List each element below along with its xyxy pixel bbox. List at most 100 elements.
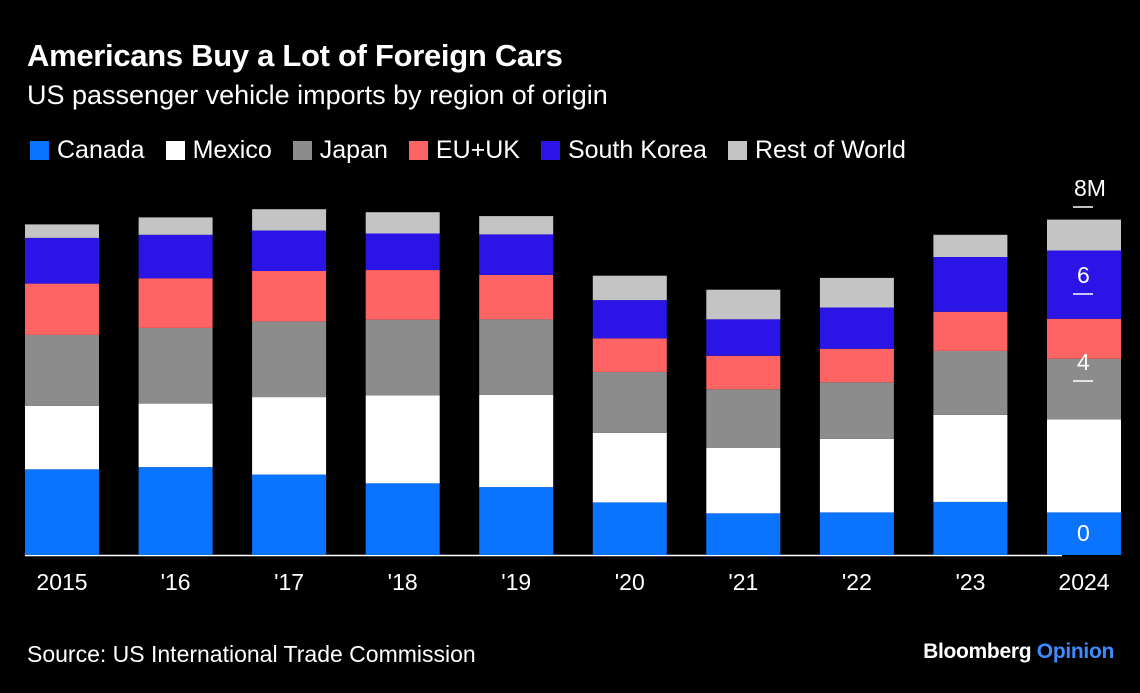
legend-item: Rest of World — [727, 136, 906, 165]
legend-label: Rest of World — [754, 136, 906, 164]
x-tick-label: '18 — [388, 569, 418, 595]
x-tick-label: '21 — [728, 569, 758, 595]
bar-segment — [138, 467, 213, 555]
legend-label: South Korea — [567, 136, 707, 164]
x-tick-label: '23 — [955, 569, 985, 595]
bar-segment — [479, 319, 554, 395]
bar-segment — [933, 311, 1008, 351]
bar-segment — [252, 474, 327, 555]
x-tick-label: '17 — [274, 569, 304, 595]
bar-segment — [706, 389, 781, 448]
x-tick-label: '20 — [615, 569, 645, 595]
bar-segment — [1047, 358, 1121, 420]
legend-swatch — [540, 141, 560, 160]
bar-segment — [1047, 419, 1121, 513]
bar-segment — [592, 502, 667, 555]
bar-segment — [25, 405, 99, 470]
bar-segment — [933, 257, 1008, 312]
bar-segment — [252, 397, 327, 475]
bar-segment — [252, 209, 327, 231]
legend-label: Japan — [319, 136, 388, 164]
legend-item: Japan — [292, 136, 388, 165]
legend-swatch — [30, 141, 49, 160]
x-tick-label: '22 — [842, 569, 872, 595]
bar-segment — [138, 234, 213, 279]
bar-segment — [25, 224, 99, 238]
bar-segment — [365, 395, 440, 484]
bar-segment — [706, 355, 781, 390]
legend-item: South Korea — [540, 136, 707, 165]
bar-segment — [706, 513, 781, 555]
brand-name: Bloomberg — [923, 640, 1032, 663]
bar-segment — [25, 237, 99, 284]
bar-segment — [365, 319, 440, 396]
bar-segment — [365, 212, 440, 234]
legend-item: Canada — [30, 136, 145, 165]
bar-segment — [252, 270, 327, 322]
bar-segment — [933, 501, 1008, 555]
chart-subtitle: US passenger vehicle imports by region o… — [27, 80, 608, 110]
bar-segment — [706, 448, 781, 514]
legend: Canada Mexico Japan EU+UK South Korea Rest of… — [30, 136, 927, 165]
bar-segment — [819, 307, 894, 349]
brand-logo: Bloomberg Opinion — [923, 640, 1114, 664]
x-tick-label: '19 — [501, 569, 531, 595]
bar-segment — [819, 512, 894, 555]
bar-segment — [1047, 512, 1121, 555]
bar-segment — [479, 274, 554, 320]
bar-segment — [1047, 250, 1121, 319]
bar-segment — [706, 289, 781, 320]
legend-label: Canada — [57, 136, 145, 164]
bar-segment — [365, 233, 440, 270]
bar-segment — [819, 382, 894, 439]
legend-swatch — [408, 141, 428, 160]
bar-segment — [365, 270, 440, 320]
bar-segment — [592, 371, 667, 433]
bar-segment — [252, 230, 327, 271]
bar-segment — [479, 487, 554, 555]
legend-item: EU+UK — [408, 136, 520, 165]
bar-segment — [25, 283, 99, 335]
bar-segment — [819, 277, 894, 308]
bar-segment — [138, 403, 213, 468]
brand-suffix: Opinion — [1036, 640, 1115, 663]
bar-segment — [138, 327, 213, 404]
bar-segment — [706, 319, 781, 356]
bar-segment — [592, 432, 667, 503]
bar-segment — [592, 300, 667, 339]
legend-swatch — [292, 141, 312, 160]
bar-segment — [819, 348, 894, 383]
legend-swatch — [165, 141, 185, 160]
bar-segment — [252, 321, 327, 398]
bar-segment — [365, 483, 440, 555]
bar-segment — [592, 275, 667, 301]
bar-segment — [479, 216, 554, 235]
source-note: Source: US International Trade Commissio… — [27, 641, 476, 667]
bar-segment — [25, 469, 99, 555]
bar-segment — [933, 414, 1008, 502]
chart-title: Americans Buy a Lot of Foreign Cars — [27, 38, 563, 73]
legend-label: Mexico — [192, 136, 272, 164]
bar-segment — [138, 217, 213, 235]
y-tick-label: 0 — [1077, 520, 1090, 546]
y-tick-label: 8M — [1074, 175, 1106, 201]
x-tick-label: '16 — [161, 569, 191, 595]
y-tick-label: 4 — [1077, 349, 1090, 375]
legend-item: Mexico — [165, 136, 272, 165]
x-tick-label: 2015 — [36, 569, 87, 595]
bar-segment — [933, 234, 1008, 257]
bar-segment — [25, 334, 99, 406]
bar-segment — [592, 338, 667, 372]
bar-segment — [933, 351, 1008, 415]
y-tick-label: 2 — [1077, 436, 1090, 462]
bar-segment — [819, 438, 894, 513]
legend-label: EU+UK — [435, 136, 520, 164]
bar-segment — [479, 234, 554, 275]
legend-swatch — [727, 141, 747, 160]
x-tick-label: 2024 — [1058, 569, 1109, 595]
bar-segment — [479, 394, 554, 488]
bar-segment — [1047, 219, 1121, 251]
y-tick-label: 6 — [1077, 262, 1090, 288]
bar-segment — [1047, 318, 1121, 359]
